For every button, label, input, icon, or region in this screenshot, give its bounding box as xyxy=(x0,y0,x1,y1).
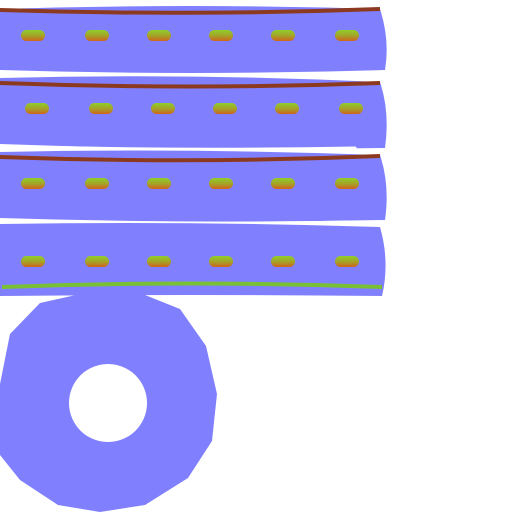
band-body xyxy=(0,150,387,222)
stud xyxy=(209,30,233,41)
stud xyxy=(89,103,113,114)
studs-row-4 xyxy=(21,256,359,267)
stud xyxy=(271,30,295,41)
stud xyxy=(271,178,295,189)
stud xyxy=(21,30,45,41)
stud xyxy=(21,178,45,189)
stud xyxy=(271,256,295,267)
band-1 xyxy=(0,6,387,77)
band-3 xyxy=(0,150,387,225)
seam-line xyxy=(0,154,381,163)
stud xyxy=(85,256,109,267)
stud xyxy=(151,103,175,114)
stud xyxy=(25,103,49,114)
stud xyxy=(213,103,237,114)
stud xyxy=(335,178,359,189)
ring-piece xyxy=(0,293,217,512)
studs-row-3 xyxy=(21,178,359,189)
stud xyxy=(275,103,299,114)
band-body xyxy=(0,223,386,296)
studs-row-2 xyxy=(25,103,363,114)
stud xyxy=(209,256,233,267)
stud xyxy=(335,256,359,267)
band-2 xyxy=(0,76,387,151)
stud xyxy=(85,30,109,41)
stud xyxy=(209,178,233,189)
stud xyxy=(85,178,109,189)
band-body xyxy=(0,76,387,149)
studs-row-1 xyxy=(21,30,359,41)
band-4 xyxy=(0,223,386,296)
seam-line xyxy=(0,81,381,89)
stud xyxy=(21,256,45,267)
highlight-line xyxy=(28,219,357,225)
stud xyxy=(147,178,171,189)
highlight-line xyxy=(28,71,357,77)
stud xyxy=(335,30,359,41)
band-body xyxy=(0,6,387,73)
bottom-edge-line xyxy=(1,281,383,289)
stud xyxy=(147,256,171,267)
seam-line xyxy=(0,7,381,15)
stud xyxy=(147,30,171,41)
highlight-line xyxy=(28,145,357,151)
stud xyxy=(339,103,363,114)
